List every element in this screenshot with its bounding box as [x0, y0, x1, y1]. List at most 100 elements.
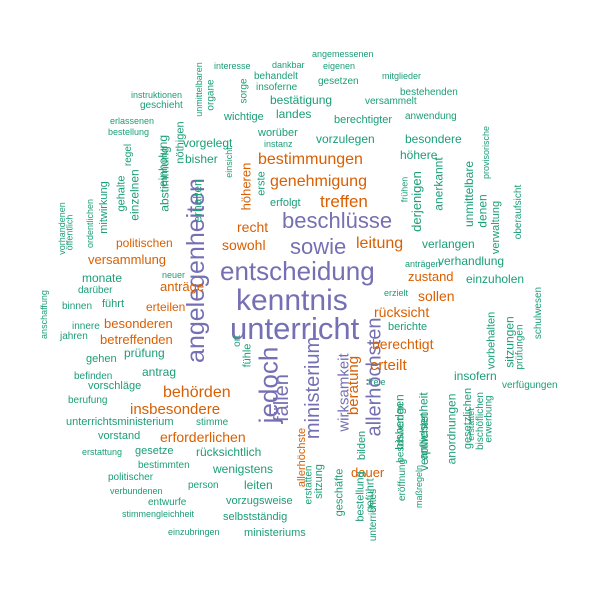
word-sollen: sollen — [418, 288, 455, 304]
word-politischer: politischer — [108, 472, 154, 483]
word-stimme: stimme — [196, 417, 229, 428]
word-unmittelbaren: unmittelbaren — [193, 62, 204, 117]
word-einzuholen: einzuholen — [466, 272, 525, 286]
word-besondere: besondere — [405, 132, 462, 146]
word-monate: monate — [82, 271, 123, 285]
word-ordentlichen: ordentlichen — [85, 198, 96, 249]
word-oberaufsicht: oberaufsicht — [513, 184, 525, 240]
word-fuehrt: führt — [102, 298, 125, 310]
word-entwurfe: entwurfe — [148, 497, 187, 508]
word-sitzung: sitzung — [312, 464, 325, 499]
word-pruefung: prüfung — [124, 346, 165, 360]
word-dankbar: dankbar — [272, 60, 305, 70]
word-verhandlung: verhandlung — [438, 254, 505, 268]
word-einsicht: einsicht — [223, 147, 234, 178]
word-erteilen: erteilen — [146, 300, 186, 314]
word-verbundenen: verbundenen — [110, 486, 163, 496]
word-jahren: jahren — [60, 331, 88, 342]
word-erteilt: erteilt — [370, 357, 407, 374]
word-vorgelegt: vorgelegt — [183, 136, 233, 150]
word-erforderlichen: erforderlichen — [160, 429, 246, 445]
word-angemessenen: angemessenen — [312, 49, 374, 59]
word-massregeln: maßregeln — [414, 464, 425, 509]
word-person: person — [188, 480, 219, 491]
word-antraegen: anträgen — [405, 259, 441, 269]
word-anschaffung: anschaffung — [38, 290, 49, 339]
word-vorzugsweise: vorzugsweise — [226, 495, 293, 507]
word-behandelt: behandelt — [254, 71, 298, 82]
word-denen: denen — [475, 194, 490, 228]
word-bestellung2: bestellung — [108, 127, 150, 137]
word-mitglieder: mitglieder — [382, 71, 422, 81]
word-gesetzen: gesetzen — [318, 76, 359, 87]
word-entscheidung: entscheidung — [220, 256, 375, 286]
word-erwerbung: erwerbung — [483, 395, 495, 443]
word-hoehere: höhere — [400, 148, 438, 162]
word-geschieht: geschieht — [140, 100, 183, 111]
word-eigenen: eigenen — [323, 61, 356, 71]
word-provisorische: provisorische — [481, 125, 492, 180]
word-erlassenen: erlassenen — [110, 116, 155, 126]
word-derjenigen: derjenigen — [408, 171, 424, 232]
word-hoeheren: höheren — [238, 162, 254, 211]
word-woruber: worüber — [258, 127, 298, 139]
word-einzubringen: einzubringen — [168, 527, 220, 537]
word-antrag: antrag — [142, 365, 177, 379]
word-beratung: beratung — [345, 355, 363, 416]
word-selbststaendig: selbstständig — [223, 511, 288, 523]
word-antraege: anträge — [160, 279, 205, 294]
word-bestimmten: bestimmten — [138, 460, 190, 471]
word-binnen: binnen — [62, 301, 93, 312]
word-erstatten: erstatten — [303, 465, 315, 505]
word-innere: innere — [72, 321, 100, 332]
word-darueber: darüber — [78, 285, 113, 296]
word-instruktionen: instruktionen — [131, 90, 183, 100]
word-pruefungen: prüfungen — [514, 324, 526, 370]
word-beschluesse: beschlüsse — [282, 208, 393, 233]
word-geschaefte: geschäfte — [333, 468, 346, 517]
word-ruecksichtlich: rücksichtlich — [196, 445, 262, 459]
word-befinden: befinden — [74, 371, 113, 382]
word-gehalte: gehalte — [115, 175, 128, 212]
word-gehen: gehen — [86, 353, 117, 365]
word-anordnungen: anordnungen — [444, 393, 459, 465]
word-leitung: leitung — [356, 235, 404, 252]
word-insoferne: insoferne — [256, 82, 298, 93]
word-berichte: berichte — [388, 321, 428, 333]
word-zustand: zustand — [408, 269, 454, 284]
word-bischoeflichen: bischöflichen — [474, 392, 486, 450]
word-stimmengleichheit: stimmengleichheit — [122, 509, 195, 519]
word-sowohl: sowohl — [222, 237, 266, 253]
word-kenntnis: kenntnis — [236, 284, 348, 317]
word-ministerium: ministerium — [302, 336, 325, 440]
word-ort: ort — [231, 335, 243, 347]
word-erste: erste — [255, 171, 268, 196]
word-dauer: dauer — [351, 465, 385, 480]
word-vorstand: vorstand — [98, 430, 141, 442]
word-beschwerden: beschwerden — [395, 403, 407, 463]
word-freie: freie — [368, 377, 386, 387]
word-vorbehalten: vorbehalten — [485, 311, 498, 370]
word-noethigen: nöthigen — [174, 121, 187, 164]
word-betreffenden: betreffenden — [100, 332, 173, 347]
word-verfuegungen: verfügungen — [502, 380, 558, 391]
word-vorschlaege: vorschläge — [88, 380, 142, 392]
word-unterricht: unterricht — [230, 311, 360, 346]
word-bestimmungen: bestimmungen — [258, 151, 363, 168]
word-insbesondere: insbesondere — [130, 401, 221, 418]
word-vorzulegen: vorzulegen — [316, 132, 375, 146]
word-ministeriums: ministeriums — [244, 527, 306, 539]
word-erstattung: erstattung — [82, 447, 123, 457]
word-verlangen: verlangen — [422, 237, 475, 251]
word-sowie: sowie — [290, 234, 347, 259]
word-berechtigt: berechtigt — [372, 336, 434, 352]
word-eroeffnung: eröffnung — [397, 458, 409, 502]
word-wenigstens: wenigstens — [213, 462, 274, 476]
word-einholung: einholung — [156, 134, 171, 188]
word-berufung: berufung — [68, 395, 108, 406]
word-treffen: treffen — [320, 192, 368, 211]
word-landes: landes — [276, 107, 312, 121]
word-anwendung: anwendung — [405, 111, 457, 122]
word-fruehen: frühen — [399, 176, 410, 203]
